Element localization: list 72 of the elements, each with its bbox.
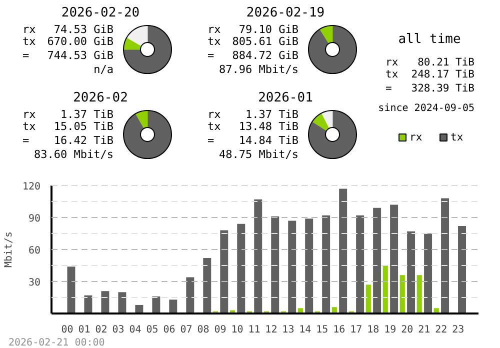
y-tick-label: 120 bbox=[22, 182, 40, 192]
text: rx bbox=[22, 108, 36, 121]
x-tick-label: 07 bbox=[180, 324, 192, 336]
x-tick-label: 01 bbox=[78, 324, 90, 336]
x-tick-label: 05 bbox=[146, 324, 158, 336]
text: = bbox=[386, 82, 392, 94]
x-tick-label: 02 bbox=[95, 324, 108, 336]
x-tick-label: 10 bbox=[231, 324, 244, 336]
text: 805.61 GiB bbox=[232, 35, 299, 48]
text: tx bbox=[208, 120, 222, 133]
x-tick-label: 19 bbox=[384, 324, 396, 336]
text: rx bbox=[208, 23, 222, 36]
text: 1.37 TiB bbox=[60, 108, 114, 121]
text: = bbox=[22, 49, 30, 62]
y-tick-label: 90 bbox=[28, 214, 41, 224]
y-axis-title: Mbit/s bbox=[3, 231, 14, 268]
text: rx bbox=[386, 56, 398, 68]
text: 884.72 GiB bbox=[232, 49, 299, 62]
text: 1.37 TiB bbox=[246, 108, 299, 121]
x-tick-label: 12 bbox=[265, 324, 278, 336]
x-tick-label: 08 bbox=[197, 324, 210, 336]
text: all time bbox=[398, 32, 461, 47]
chart-title: 2026-02-19 bbox=[246, 6, 325, 20]
text: 248.17 TiB bbox=[411, 68, 475, 80]
text: 80.21 TiB bbox=[418, 56, 475, 68]
x-tick-label: 17 bbox=[350, 324, 362, 336]
text: rx bbox=[22, 23, 36, 36]
text: 83.60 Mbit/s bbox=[34, 148, 114, 161]
x-tick-label: 04 bbox=[129, 324, 142, 336]
text: 14.84 TiB bbox=[238, 134, 299, 147]
text: tx bbox=[386, 68, 398, 80]
text: 744.53 GiB bbox=[47, 49, 114, 62]
text: rx bbox=[208, 108, 222, 121]
text: = bbox=[22, 134, 30, 147]
x-tick-label: 11 bbox=[248, 324, 260, 336]
chart-title: 2026-02-20 bbox=[61, 6, 140, 20]
chart-title: 2026-01 bbox=[258, 90, 313, 106]
text: since 2024-09-05 bbox=[378, 103, 474, 114]
x-tick-label: 09 bbox=[214, 324, 226, 336]
legend-label: tx bbox=[450, 132, 464, 144]
text: tx bbox=[22, 120, 36, 133]
text: n/a bbox=[94, 63, 114, 76]
x-tick-label: 15 bbox=[316, 324, 328, 336]
x-tick-label: 13 bbox=[282, 324, 294, 336]
x-tick-label: 20 bbox=[401, 324, 414, 336]
x-tick-label: 23 bbox=[452, 324, 464, 336]
x-tick-label: 06 bbox=[163, 324, 176, 336]
text: 328.39 TiB bbox=[411, 82, 475, 94]
text: 79.10 GiB bbox=[238, 23, 299, 36]
y-tick-label: 60 bbox=[28, 246, 41, 256]
x-tick-label: 22 bbox=[435, 324, 448, 336]
x-tick-label: 18 bbox=[367, 324, 380, 336]
text: 87.96 Mbit/s bbox=[219, 63, 299, 76]
text: tx bbox=[22, 35, 36, 48]
x-tick-label: 21 bbox=[418, 324, 430, 336]
x-tick-label: 14 bbox=[299, 324, 312, 336]
chart-title: 2026-02 bbox=[73, 90, 128, 106]
text: 670.00 GiB bbox=[47, 35, 114, 48]
legend-label: rx bbox=[410, 132, 422, 144]
text: = bbox=[208, 49, 214, 62]
x-tick-label: 16 bbox=[333, 324, 346, 336]
x-tick-label: 00 bbox=[61, 324, 74, 336]
text: 15.05 TiB bbox=[54, 120, 114, 133]
text: 2026-02-21 00:00 bbox=[8, 338, 105, 348]
text: 13.48 TiB bbox=[238, 120, 299, 133]
y-tick-label: 30 bbox=[28, 278, 41, 288]
text: = bbox=[208, 134, 214, 147]
text: tx bbox=[208, 35, 222, 48]
text: 74.53 GiB bbox=[54, 23, 114, 36]
x-tick-label: 03 bbox=[112, 324, 124, 336]
text: 48.75 Mbit/s bbox=[219, 148, 299, 161]
text: 16.42 TiB bbox=[54, 134, 114, 147]
